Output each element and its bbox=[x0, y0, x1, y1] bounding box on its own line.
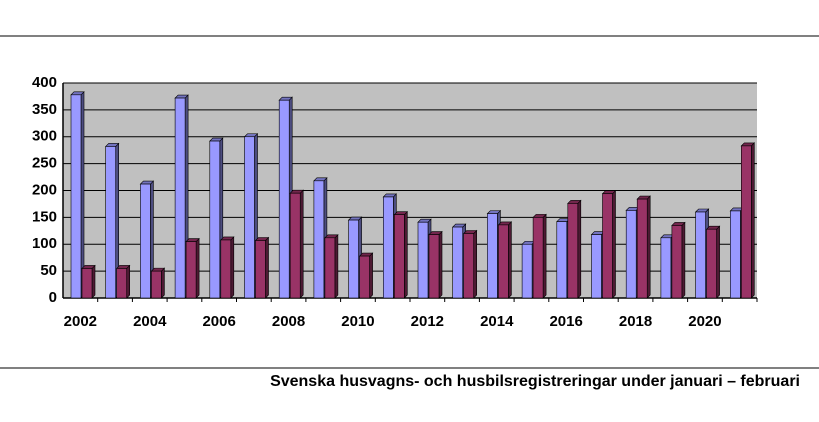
bar bbox=[463, 233, 475, 299]
bar bbox=[382, 196, 394, 299]
x-tick-label: 2012 bbox=[411, 313, 444, 330]
bar bbox=[278, 99, 290, 299]
bar-side bbox=[161, 267, 165, 299]
bar bbox=[324, 237, 336, 299]
y-tick-label: 300 bbox=[32, 128, 57, 145]
bar bbox=[185, 241, 197, 299]
bar bbox=[417, 221, 429, 299]
y-tick-label: 350 bbox=[32, 101, 57, 118]
bar-side bbox=[646, 195, 651, 299]
x-tick-label: 2018 bbox=[619, 313, 652, 330]
x-tick-label: 2014 bbox=[480, 313, 514, 330]
caption: Svenska husvagns- och husbilsregistrerin… bbox=[270, 373, 800, 390]
bar-side bbox=[403, 210, 408, 299]
x-tick-label: 2006 bbox=[202, 313, 235, 330]
bar bbox=[220, 239, 232, 299]
x-tick-label: 2008 bbox=[272, 313, 305, 330]
bar bbox=[498, 224, 509, 299]
bar bbox=[255, 240, 266, 299]
bar-side bbox=[577, 199, 582, 299]
bar-side bbox=[542, 213, 547, 299]
bar bbox=[116, 268, 127, 299]
bar-side bbox=[750, 142, 755, 299]
bar-side bbox=[508, 221, 512, 299]
bar bbox=[671, 225, 683, 299]
bar bbox=[591, 234, 602, 299]
y-tick-label: 50 bbox=[40, 262, 57, 279]
bar-side bbox=[369, 252, 373, 299]
bar bbox=[289, 192, 301, 299]
bar bbox=[348, 219, 359, 299]
bar bbox=[706, 228, 717, 299]
bar bbox=[452, 226, 464, 299]
x-tick-label: 2016 bbox=[549, 313, 582, 330]
x-tick-label: 2020 bbox=[688, 313, 721, 330]
bar bbox=[487, 213, 498, 299]
bar bbox=[70, 94, 82, 299]
y-tick-label: 0 bbox=[49, 289, 57, 306]
x-tick-label: 2010 bbox=[341, 313, 374, 330]
bar bbox=[660, 237, 672, 299]
bar bbox=[695, 211, 706, 299]
bar bbox=[729, 210, 741, 299]
bar bbox=[313, 180, 325, 299]
bar bbox=[636, 198, 648, 299]
bar-side bbox=[299, 189, 304, 299]
bar bbox=[532, 217, 544, 299]
bar bbox=[567, 203, 579, 299]
bar-side bbox=[230, 236, 235, 299]
x-tick-label: 2002 bbox=[64, 313, 97, 330]
y-tick-label: 200 bbox=[32, 181, 57, 198]
x-tick-label: 2004 bbox=[133, 313, 167, 330]
bar bbox=[81, 268, 93, 299]
bar-side bbox=[265, 236, 269, 299]
bar-side bbox=[438, 230, 443, 299]
bar bbox=[521, 243, 533, 299]
bar bbox=[602, 193, 613, 299]
bar bbox=[556, 221, 568, 299]
y-tick-label: 250 bbox=[32, 155, 57, 172]
bar-side bbox=[195, 237, 200, 299]
bar-side bbox=[91, 264, 96, 299]
bar-side bbox=[473, 229, 478, 299]
bar bbox=[140, 183, 151, 299]
bar-side bbox=[716, 225, 720, 299]
y-tick-label: 100 bbox=[32, 235, 57, 252]
y-tick-label: 150 bbox=[32, 208, 57, 225]
bar bbox=[428, 234, 440, 299]
bar-side bbox=[681, 221, 686, 299]
bar bbox=[740, 145, 752, 299]
bar bbox=[151, 270, 162, 299]
bar bbox=[244, 136, 255, 299]
bar-side bbox=[334, 234, 339, 299]
bar-side bbox=[612, 190, 616, 299]
bar bbox=[625, 210, 637, 299]
bar bbox=[105, 146, 116, 299]
y-tick-label: 400 bbox=[32, 74, 57, 91]
bar bbox=[393, 214, 405, 299]
bar-side bbox=[126, 264, 130, 299]
bar bbox=[174, 97, 186, 299]
bar bbox=[359, 255, 370, 299]
bar bbox=[209, 140, 221, 299]
